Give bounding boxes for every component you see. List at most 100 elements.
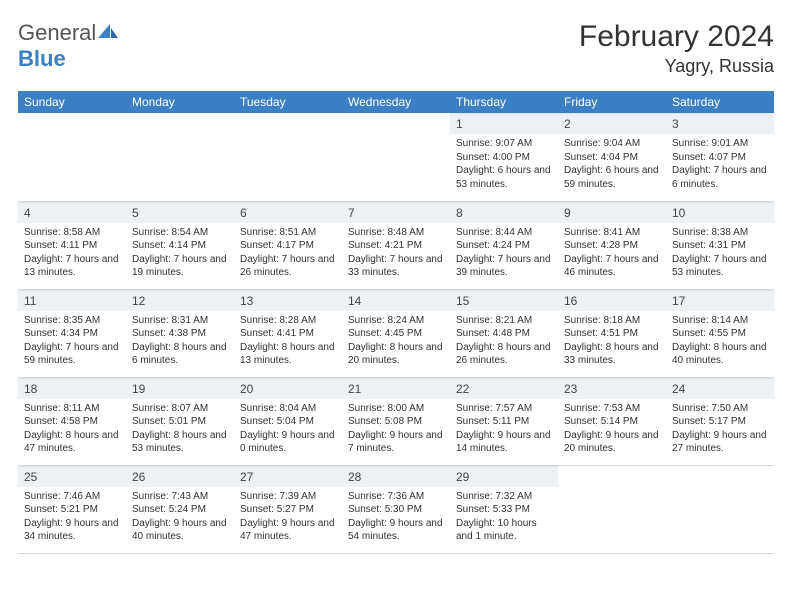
day-info: Sunrise: 7:36 AMSunset: 5:30 PMDaylight:… bbox=[342, 487, 450, 550]
logo-sail-icon bbox=[96, 22, 120, 40]
calendar-row: 25Sunrise: 7:46 AMSunset: 5:21 PMDayligh… bbox=[18, 465, 774, 553]
calendar-cell: 28Sunrise: 7:36 AMSunset: 5:30 PMDayligh… bbox=[342, 465, 450, 553]
day-info: Sunrise: 7:50 AMSunset: 5:17 PMDaylight:… bbox=[666, 399, 774, 462]
day-info: Sunrise: 7:43 AMSunset: 5:24 PMDaylight:… bbox=[126, 487, 234, 550]
calendar-cell bbox=[342, 113, 450, 201]
weekday-header: Thursday bbox=[450, 91, 558, 113]
day-number: 5 bbox=[126, 202, 234, 223]
calendar-body: 1Sunrise: 9:07 AMSunset: 4:00 PMDaylight… bbox=[18, 113, 774, 553]
calendar-cell: 22Sunrise: 7:57 AMSunset: 5:11 PMDayligh… bbox=[450, 377, 558, 465]
day-number: 8 bbox=[450, 202, 558, 223]
day-info: Sunrise: 7:53 AMSunset: 5:14 PMDaylight:… bbox=[558, 399, 666, 462]
day-number: 28 bbox=[342, 466, 450, 487]
logo-word2: Blue bbox=[18, 46, 66, 71]
day-info: Sunrise: 8:18 AMSunset: 4:51 PMDaylight:… bbox=[558, 311, 666, 374]
calendar-cell: 1Sunrise: 9:07 AMSunset: 4:00 PMDaylight… bbox=[450, 113, 558, 201]
day-info: Sunrise: 7:57 AMSunset: 5:11 PMDaylight:… bbox=[450, 399, 558, 462]
calendar-cell: 14Sunrise: 8:24 AMSunset: 4:45 PMDayligh… bbox=[342, 289, 450, 377]
weekday-row: SundayMondayTuesdayWednesdayThursdayFrid… bbox=[18, 91, 774, 113]
logo: General Blue bbox=[18, 20, 120, 72]
calendar-cell: 6Sunrise: 8:51 AMSunset: 4:17 PMDaylight… bbox=[234, 201, 342, 289]
calendar-cell: 12Sunrise: 8:31 AMSunset: 4:38 PMDayligh… bbox=[126, 289, 234, 377]
calendar-cell: 25Sunrise: 7:46 AMSunset: 5:21 PMDayligh… bbox=[18, 465, 126, 553]
day-info: Sunrise: 9:04 AMSunset: 4:04 PMDaylight:… bbox=[558, 134, 666, 197]
weekday-header: Friday bbox=[558, 91, 666, 113]
day-info: Sunrise: 8:48 AMSunset: 4:21 PMDaylight:… bbox=[342, 223, 450, 286]
day-number: 3 bbox=[666, 113, 774, 134]
day-info: Sunrise: 8:00 AMSunset: 5:08 PMDaylight:… bbox=[342, 399, 450, 462]
calendar-cell: 10Sunrise: 8:38 AMSunset: 4:31 PMDayligh… bbox=[666, 201, 774, 289]
calendar-cell: 9Sunrise: 8:41 AMSunset: 4:28 PMDaylight… bbox=[558, 201, 666, 289]
day-number: 21 bbox=[342, 378, 450, 399]
day-number: 23 bbox=[558, 378, 666, 399]
calendar-cell: 15Sunrise: 8:21 AMSunset: 4:48 PMDayligh… bbox=[450, 289, 558, 377]
header: General Blue February 2024 Yagry, Russia bbox=[18, 20, 774, 77]
logo-text: General Blue bbox=[18, 20, 120, 72]
title-block: February 2024 Yagry, Russia bbox=[579, 20, 774, 77]
calendar-cell: 27Sunrise: 7:39 AMSunset: 5:27 PMDayligh… bbox=[234, 465, 342, 553]
day-info: Sunrise: 8:24 AMSunset: 4:45 PMDaylight:… bbox=[342, 311, 450, 374]
calendar-cell: 20Sunrise: 8:04 AMSunset: 5:04 PMDayligh… bbox=[234, 377, 342, 465]
day-info: Sunrise: 9:01 AMSunset: 4:07 PMDaylight:… bbox=[666, 134, 774, 197]
calendar-cell: 7Sunrise: 8:48 AMSunset: 4:21 PMDaylight… bbox=[342, 201, 450, 289]
day-info: Sunrise: 7:32 AMSunset: 5:33 PMDaylight:… bbox=[450, 487, 558, 550]
day-info: Sunrise: 8:31 AMSunset: 4:38 PMDaylight:… bbox=[126, 311, 234, 374]
month-title: February 2024 bbox=[579, 20, 774, 54]
day-info: Sunrise: 8:14 AMSunset: 4:55 PMDaylight:… bbox=[666, 311, 774, 374]
calendar-cell: 3Sunrise: 9:01 AMSunset: 4:07 PMDaylight… bbox=[666, 113, 774, 201]
calendar-cell: 5Sunrise: 8:54 AMSunset: 4:14 PMDaylight… bbox=[126, 201, 234, 289]
day-info: Sunrise: 8:54 AMSunset: 4:14 PMDaylight:… bbox=[126, 223, 234, 286]
day-number: 14 bbox=[342, 290, 450, 311]
calendar-row: 4Sunrise: 8:58 AMSunset: 4:11 PMDaylight… bbox=[18, 201, 774, 289]
day-info: Sunrise: 8:58 AMSunset: 4:11 PMDaylight:… bbox=[18, 223, 126, 286]
day-number: 22 bbox=[450, 378, 558, 399]
calendar-head: SundayMondayTuesdayWednesdayThursdayFrid… bbox=[18, 91, 774, 113]
calendar-cell: 13Sunrise: 8:28 AMSunset: 4:41 PMDayligh… bbox=[234, 289, 342, 377]
calendar-cell: 26Sunrise: 7:43 AMSunset: 5:24 PMDayligh… bbox=[126, 465, 234, 553]
day-number: 26 bbox=[126, 466, 234, 487]
calendar-cell: 4Sunrise: 8:58 AMSunset: 4:11 PMDaylight… bbox=[18, 201, 126, 289]
day-number: 18 bbox=[18, 378, 126, 399]
calendar-cell: 16Sunrise: 8:18 AMSunset: 4:51 PMDayligh… bbox=[558, 289, 666, 377]
day-number: 24 bbox=[666, 378, 774, 399]
day-number: 2 bbox=[558, 113, 666, 134]
calendar-row: 1Sunrise: 9:07 AMSunset: 4:00 PMDaylight… bbox=[18, 113, 774, 201]
weekday-header: Monday bbox=[126, 91, 234, 113]
calendar-cell: 23Sunrise: 7:53 AMSunset: 5:14 PMDayligh… bbox=[558, 377, 666, 465]
day-number: 12 bbox=[126, 290, 234, 311]
day-info: Sunrise: 8:51 AMSunset: 4:17 PMDaylight:… bbox=[234, 223, 342, 286]
day-number: 6 bbox=[234, 202, 342, 223]
calendar-cell: 11Sunrise: 8:35 AMSunset: 4:34 PMDayligh… bbox=[18, 289, 126, 377]
day-info: Sunrise: 8:28 AMSunset: 4:41 PMDaylight:… bbox=[234, 311, 342, 374]
day-number: 29 bbox=[450, 466, 558, 487]
day-info: Sunrise: 7:46 AMSunset: 5:21 PMDaylight:… bbox=[18, 487, 126, 550]
day-info: Sunrise: 8:35 AMSunset: 4:34 PMDaylight:… bbox=[18, 311, 126, 374]
weekday-header: Tuesday bbox=[234, 91, 342, 113]
day-number: 17 bbox=[666, 290, 774, 311]
calendar-row: 11Sunrise: 8:35 AMSunset: 4:34 PMDayligh… bbox=[18, 289, 774, 377]
day-number: 1 bbox=[450, 113, 558, 134]
calendar-cell bbox=[126, 113, 234, 201]
calendar-table: SundayMondayTuesdayWednesdayThursdayFrid… bbox=[18, 91, 774, 554]
day-info: Sunrise: 9:07 AMSunset: 4:00 PMDaylight:… bbox=[450, 134, 558, 197]
calendar-cell bbox=[18, 113, 126, 201]
day-info: Sunrise: 8:07 AMSunset: 5:01 PMDaylight:… bbox=[126, 399, 234, 462]
day-number: 27 bbox=[234, 466, 342, 487]
day-number: 19 bbox=[126, 378, 234, 399]
day-info: Sunrise: 8:41 AMSunset: 4:28 PMDaylight:… bbox=[558, 223, 666, 286]
day-number: 7 bbox=[342, 202, 450, 223]
location: Yagry, Russia bbox=[579, 56, 774, 77]
calendar-row: 18Sunrise: 8:11 AMSunset: 4:58 PMDayligh… bbox=[18, 377, 774, 465]
day-info: Sunrise: 8:11 AMSunset: 4:58 PMDaylight:… bbox=[18, 399, 126, 462]
day-number: 15 bbox=[450, 290, 558, 311]
day-number: 9 bbox=[558, 202, 666, 223]
day-info: Sunrise: 8:04 AMSunset: 5:04 PMDaylight:… bbox=[234, 399, 342, 462]
logo-word1: General bbox=[18, 20, 96, 45]
calendar-cell: 17Sunrise: 8:14 AMSunset: 4:55 PMDayligh… bbox=[666, 289, 774, 377]
calendar-cell: 18Sunrise: 8:11 AMSunset: 4:58 PMDayligh… bbox=[18, 377, 126, 465]
weekday-header: Wednesday bbox=[342, 91, 450, 113]
day-number: 13 bbox=[234, 290, 342, 311]
calendar-cell bbox=[558, 465, 666, 553]
day-number: 4 bbox=[18, 202, 126, 223]
day-number: 10 bbox=[666, 202, 774, 223]
